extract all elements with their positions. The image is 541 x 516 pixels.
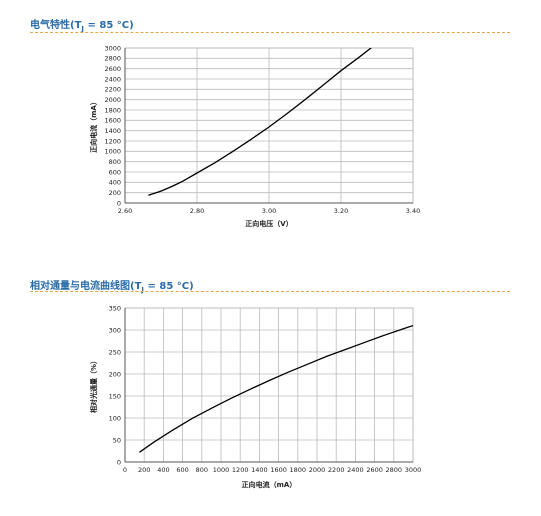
chart2-y-tick-label: 200 (109, 370, 121, 378)
chart2-y-tick-label: 250 (109, 348, 121, 356)
chart2-x-tick-label: 2200 (328, 466, 345, 474)
chart1-y-tick-label: 0 (117, 199, 121, 207)
chart2-x-tick-label: 2800 (386, 466, 403, 474)
chart2-plot-area (124, 307, 414, 463)
chart2-x-tick-label: 1400 (251, 466, 268, 474)
section-title-flux: 相对通量与电流曲线图(TJ = 85 °C) (30, 281, 194, 294)
chart1-x-tick-label: 2.60 (118, 207, 132, 215)
chart1-x-tick-label: 3.00 (262, 207, 276, 215)
chart1-y-tick-label: 2000 (104, 96, 121, 104)
chart2-x-tick-label: 0 (123, 466, 127, 474)
chart2-x-tick-label: 2400 (347, 466, 364, 474)
chart2-y-axis-label: 相对光通量（%） (89, 357, 98, 413)
chart1-y-tick-label: 1000 (104, 148, 121, 156)
chart1-y-tick-label: 2600 (104, 65, 121, 73)
chart1-series-line (148, 48, 373, 196)
chart2-series-line (139, 324, 413, 453)
chart2-x-tick-label: 1200 (232, 466, 249, 474)
chart1-y-tick-label: 600 (109, 168, 121, 176)
chart1-x-tick-label: 3.40 (406, 207, 420, 215)
chart2-x-tick-label: 3000 (405, 466, 422, 474)
chart2-y-tick-label: 0 (117, 458, 121, 466)
chart1-y-tick-label: 1400 (104, 127, 121, 135)
chart1-y-tick-label: 1600 (104, 117, 121, 125)
section-title-electrical: 电气特性(TJ = 85 °C) (30, 20, 134, 33)
chart1-y-tick-label: 2800 (104, 55, 121, 63)
chart2-y-tick-label: 300 (109, 326, 121, 334)
chart2-x-axis-label: 正向电流（mA） (242, 480, 297, 489)
chart2-x-tick-label: 1600 (270, 466, 287, 474)
chart2-y-tick-label: 50 (113, 436, 121, 444)
chart1-x-tick-label: 3.20 (334, 207, 348, 215)
chart1-y-tick-label: 2400 (104, 75, 121, 83)
chart2-y-tick-label: 350 (109, 304, 121, 312)
chart2-y-tick-label: 100 (109, 414, 121, 422)
chart2-x-tick-label: 400 (157, 466, 169, 474)
chart1-x-axis-label: 正向电压（V） (245, 219, 292, 228)
chart2-x-tick-label: 200 (138, 466, 150, 474)
chart1-y-tick-label: 800 (109, 158, 121, 166)
chart2-x-tick-label: 1800 (290, 466, 307, 474)
chart2-x-tick-label: 2000 (309, 466, 326, 474)
chart1-y-tick-label: 2200 (104, 86, 121, 94)
section-divider-flux (30, 291, 510, 292)
section-divider-electrical (30, 32, 510, 33)
chart2-x-tick-label: 800 (196, 466, 208, 474)
chart1-y-tick-label: 400 (109, 179, 121, 187)
chart2-x-tick-label: 600 (176, 466, 188, 474)
chart1-y-tick-label: 3000 (104, 44, 121, 52)
chart2-x-tick-label: 2600 (366, 466, 383, 474)
chart1-y-axis-label: 正向电流（mA） (89, 98, 98, 153)
chart1-y-tick-label: 1800 (104, 106, 121, 114)
chart1-y-tick-label: 1200 (104, 137, 121, 145)
chart2-x-tick-label: 1000 (213, 466, 230, 474)
chart2-y-tick-label: 150 (109, 392, 121, 400)
chart1-y-tick-label: 200 (109, 189, 121, 197)
chart1-x-tick-label: 2.80 (190, 207, 204, 215)
